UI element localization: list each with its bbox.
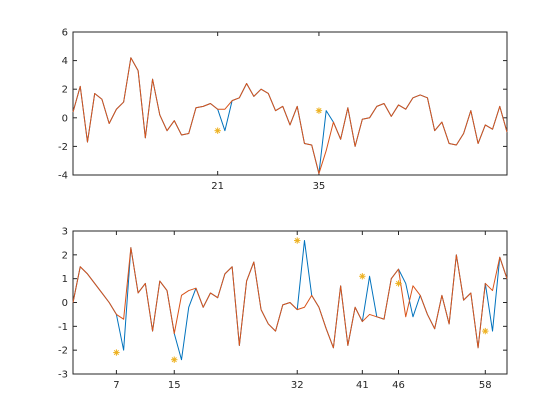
y-tick-label: -2 <box>58 346 68 357</box>
outlier-marker <box>359 273 366 280</box>
y-tick-label: -4 <box>58 171 68 182</box>
y-tick-label: 2 <box>62 85 68 96</box>
marker-stroke <box>113 349 119 356</box>
marker-stroke <box>395 280 402 287</box>
top-axes: -4 -2 0 2 4 6 21 35 <box>58 28 508 192</box>
outlier-marker <box>113 349 120 356</box>
y-tick-label: 3 <box>62 227 68 238</box>
y-tick-label: 2 <box>62 250 68 261</box>
y-tick-label: -3 <box>58 370 68 381</box>
outlier-marker <box>315 107 323 114</box>
x-tick-label: 21 <box>211 181 224 192</box>
x-tick-label: 46 <box>392 380 405 391</box>
marker-stroke <box>482 328 488 334</box>
y-tick-label: 6 <box>62 28 68 39</box>
y-tick-label: 0 <box>62 298 68 309</box>
outlier-marker <box>482 327 489 335</box>
marker-stroke <box>316 108 322 114</box>
x-tick-label: 58 <box>479 380 492 391</box>
x-tick-label: 41 <box>356 380 369 391</box>
x-tick-label: 7 <box>113 380 119 391</box>
marker-stroke <box>215 128 221 134</box>
axes-box <box>72 31 508 176</box>
x-tick-label: 35 <box>313 181 326 192</box>
outlier-marker <box>214 127 221 134</box>
marker-stroke <box>359 273 365 279</box>
y-tick-label: 0 <box>62 113 68 124</box>
y-tick-label: 4 <box>62 56 68 67</box>
marker-stroke <box>294 237 300 244</box>
outlier-marker <box>395 280 402 287</box>
processed-signal-line <box>72 247 508 349</box>
outlier-marker <box>294 237 301 244</box>
outlier-marker <box>171 356 178 363</box>
y-tick-label: 1 <box>62 274 68 285</box>
x-tick-label: 15 <box>168 380 181 391</box>
y-tick-label: -2 <box>58 142 68 153</box>
processed-signal-line <box>72 57 508 175</box>
bottom-axes: -3 -2 -1 0 1 2 3 7 15 32 41 46 58 <box>58 227 508 391</box>
y-tick-label: -1 <box>58 322 68 333</box>
marker-stroke <box>171 357 177 363</box>
x-tick-label: 32 <box>291 380 304 391</box>
